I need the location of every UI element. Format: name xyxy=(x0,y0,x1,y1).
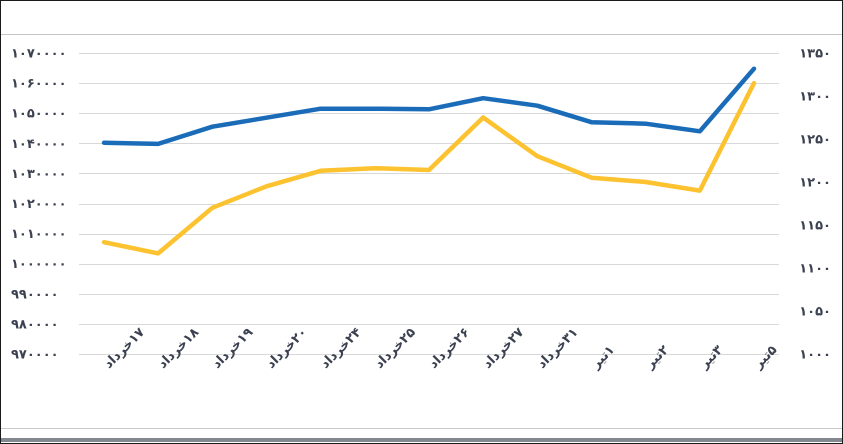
left-axis-tick-label: ۹۷۰۰۰۰ xyxy=(11,348,59,363)
x-axis-label: ۱تیر xyxy=(588,343,618,373)
right-axis-tick-label: ۱۱۰۰ xyxy=(799,262,831,277)
series-line_blue xyxy=(101,66,757,147)
x-axis-label: ۳تیر xyxy=(696,343,726,373)
left-axis-tick-label: ۱۰۲۰۰۰۰ xyxy=(11,197,67,212)
right-axis-tick-label: ۱۰۰۰ xyxy=(799,348,831,363)
left-axis-tick-label: ۱۰۱۰۰۰۰ xyxy=(11,227,67,242)
x-axis-label: ۲۷خرداد xyxy=(480,325,527,372)
right-axis-tick-label: ۱۰۵۰ xyxy=(799,305,831,320)
x-axis-label: ۳۱خرداد xyxy=(535,325,582,372)
left-axis-tick-label: ۱۰۷۰۰۰۰ xyxy=(11,47,67,62)
left-axis-tick-label: ۱۰۵۰۰۰۰ xyxy=(11,107,67,122)
x-axis-label: ۱۹خرداد xyxy=(210,325,257,372)
right-axis-tick-label: ۱۱۵۰ xyxy=(799,219,831,234)
left-axis-tick-label: ۱۰۴۰۰۰۰ xyxy=(11,137,67,152)
left-axis-tick-label: ۱۰۶۰۰۰۰ xyxy=(11,77,67,92)
x-axis-label: ۱۸خرداد xyxy=(155,325,202,372)
x-axis-label: ۲۰خرداد xyxy=(264,325,311,372)
x-axis-label: ۱۷خرداد xyxy=(101,325,148,372)
right-axis-tick-label: ۱۳۰۰ xyxy=(799,90,831,105)
x-axis-label: ۵تیر xyxy=(751,343,781,373)
right-axis-tick-label: ۱۲۰۰ xyxy=(799,176,831,191)
left-axis-tick-label: ۹۸۰۰۰۰ xyxy=(11,317,59,332)
x-axis-label: ۲۵خرداد xyxy=(372,325,419,372)
series-line_yellow xyxy=(101,80,757,256)
bottom-bar xyxy=(1,438,842,442)
right-axis-tick-label: ۱۳۵۰ xyxy=(799,47,831,62)
left-axis-tick-label: ۱۰۰۰۰۰۰ xyxy=(11,257,67,272)
x-axis-label: ۲۴خرداد xyxy=(318,325,365,372)
x-axis-label: ۲۶خرداد xyxy=(426,325,473,372)
left-axis-tick-label: ۹۹۰۰۰۰ xyxy=(11,287,59,302)
right-axis-tick-label: ۱۲۵۰ xyxy=(799,133,831,148)
left-axis-tick-label: ۱۰۳۰۰۰۰ xyxy=(11,167,67,182)
x-axis-label: ۲تیر xyxy=(642,343,672,373)
